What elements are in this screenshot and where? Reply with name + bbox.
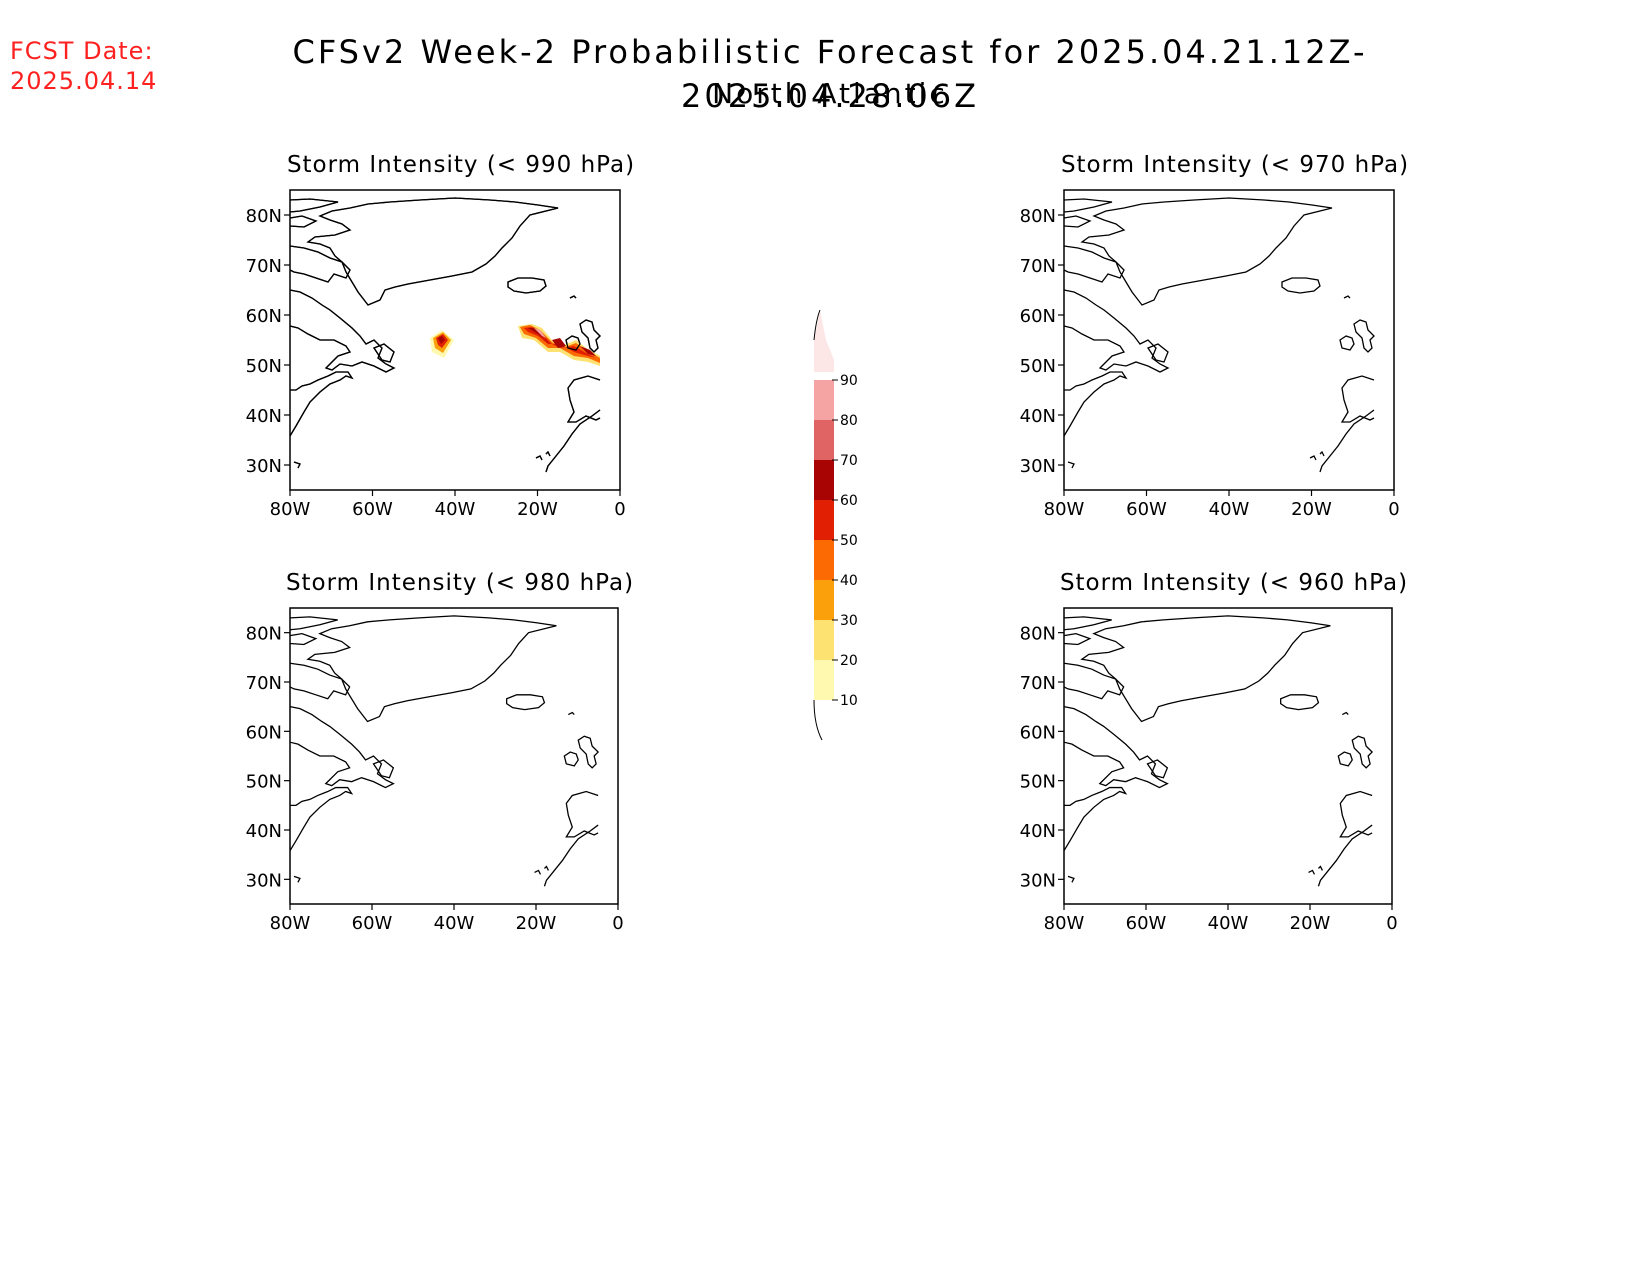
colorbar-segment: [814, 580, 834, 620]
lon-tick-label: 0: [1386, 913, 1397, 934]
forecast-date-label: FCST Date:: [10, 37, 154, 65]
panel-title: Storm Intensity (< 960 hPa): [1060, 570, 1408, 596]
lat-tick-label: 40N: [246, 406, 282, 427]
lat-tick-label: 30N: [246, 870, 282, 891]
page-subtitle: North Atlantic: [712, 77, 948, 110]
lat-tick-label: 30N: [1020, 456, 1056, 477]
lon-tick-label: 60W: [1126, 913, 1167, 934]
lon-tick-label: 60W: [352, 499, 393, 520]
lon-tick-label: 60W: [1126, 499, 1167, 520]
map-panel: Storm Intensity (< 960 hPa) 80N 70N 60N 50N 4…: [1020, 570, 1408, 934]
colorbar: 10 20 30 40 50 60 70 80 90: [813, 309, 858, 741]
lat-tick-label: 30N: [1020, 870, 1056, 891]
lat-tick-label: 60N: [1020, 306, 1056, 327]
lat-tick-label: 50N: [1020, 772, 1056, 793]
colorbar-tick-label: 80: [840, 413, 858, 429]
lon-tick-label: 0: [1388, 499, 1399, 520]
map-panel: Storm Intensity (< 970 hPa) 80N 70N 60N 50N 4…: [1020, 152, 1409, 520]
colorbar-tick-label: 90: [840, 373, 858, 389]
lon-tick-label: 40W: [1209, 499, 1250, 520]
lat-tick-label: 60N: [246, 722, 282, 743]
lon-tick-label: 40W: [1208, 913, 1249, 934]
map-panel: Storm Intensity (< 990 hPa) 80N 70N 60N 50N 4…: [246, 152, 635, 520]
lat-tick-label: 80N: [246, 624, 282, 645]
colorbar-tick-label: 30: [840, 613, 858, 629]
colorbar-segment: [814, 310, 834, 372]
panel-title: Storm Intensity (< 980 hPa): [286, 570, 634, 596]
lon-tick-label: 0: [614, 499, 625, 520]
lat-tick-label: 70N: [1020, 256, 1056, 277]
colorbar-tick-label: 60: [840, 493, 858, 509]
lat-tick-label: 50N: [246, 772, 282, 793]
lat-tick-label: 50N: [246, 356, 282, 377]
map-frame: [1063, 607, 1393, 905]
colorbar-segment: [814, 380, 834, 420]
coastline: [289, 615, 599, 887]
map-frame: [289, 189, 621, 491]
coastline: [1063, 615, 1373, 887]
forecast-date-value: 2025.04.14: [10, 67, 158, 95]
lon-tick-label: 80W: [270, 499, 311, 520]
lat-tick-label: 40N: [246, 821, 282, 842]
lon-tick-label: 20W: [516, 913, 557, 934]
lat-tick-label: 80N: [1020, 206, 1056, 227]
coastline: [1063, 197, 1375, 473]
lat-tick-label: 60N: [1020, 722, 1056, 743]
lon-tick-label: 80W: [1044, 913, 1085, 934]
colorbar-tick-label: 10: [840, 693, 858, 709]
lon-tick-label: 40W: [434, 913, 475, 934]
colorbar-tick-label: 50: [840, 533, 858, 549]
page-title: CFSv2 Week-2 Probabilistic Forecast for …: [292, 33, 1368, 115]
lat-tick-label: 50N: [1020, 356, 1056, 377]
lon-tick-label: 80W: [270, 913, 311, 934]
lon-tick-label: 0: [612, 913, 623, 934]
lat-tick-label: 60N: [246, 306, 282, 327]
lat-tick-label: 70N: [246, 256, 282, 277]
colorbar-segment: [814, 460, 834, 500]
colorbar-tick-label: 40: [840, 573, 858, 589]
colorbar-segment: [814, 420, 834, 460]
map-panel: Storm Intensity (< 980 hPa) 80N 70N 60N 50N 4…: [246, 570, 634, 934]
colorbar-tick-label: 20: [840, 653, 858, 669]
lon-tick-label: 20W: [1291, 499, 1332, 520]
maps-layer: Storm Intensity (< 990 hPa) 80N 70N 60N 50N 4…: [246, 152, 1409, 934]
map-frame: [1063, 189, 1395, 491]
lon-tick-label: 60W: [352, 913, 393, 934]
lat-tick-label: 70N: [1020, 673, 1056, 694]
panel-title: Storm Intensity (< 970 hPa): [1061, 152, 1409, 178]
map-frame: [289, 607, 619, 905]
probability-shading: [430, 324, 600, 366]
colorbar-segment: [814, 500, 834, 540]
lon-tick-label: 80W: [1044, 499, 1085, 520]
forecast-date-block: FCST Date: 2025.04.14: [10, 36, 157, 96]
colorbar-tick-label: 70: [840, 453, 858, 469]
lon-tick-label: 20W: [517, 499, 558, 520]
lat-tick-label: 40N: [1020, 406, 1056, 427]
lat-tick-label: 40N: [1020, 821, 1056, 842]
lat-tick-label: 70N: [246, 673, 282, 694]
panel-title: Storm Intensity (< 990 hPa): [287, 152, 635, 178]
colorbar-segment: [814, 540, 834, 580]
lon-tick-label: 20W: [1290, 913, 1331, 934]
colorbar-segment: [814, 660, 834, 700]
lat-tick-label: 80N: [246, 206, 282, 227]
lon-tick-label: 40W: [435, 499, 476, 520]
colorbar-segment: [814, 620, 834, 660]
lat-tick-label: 80N: [1020, 624, 1056, 645]
lat-tick-label: 30N: [246, 456, 282, 477]
